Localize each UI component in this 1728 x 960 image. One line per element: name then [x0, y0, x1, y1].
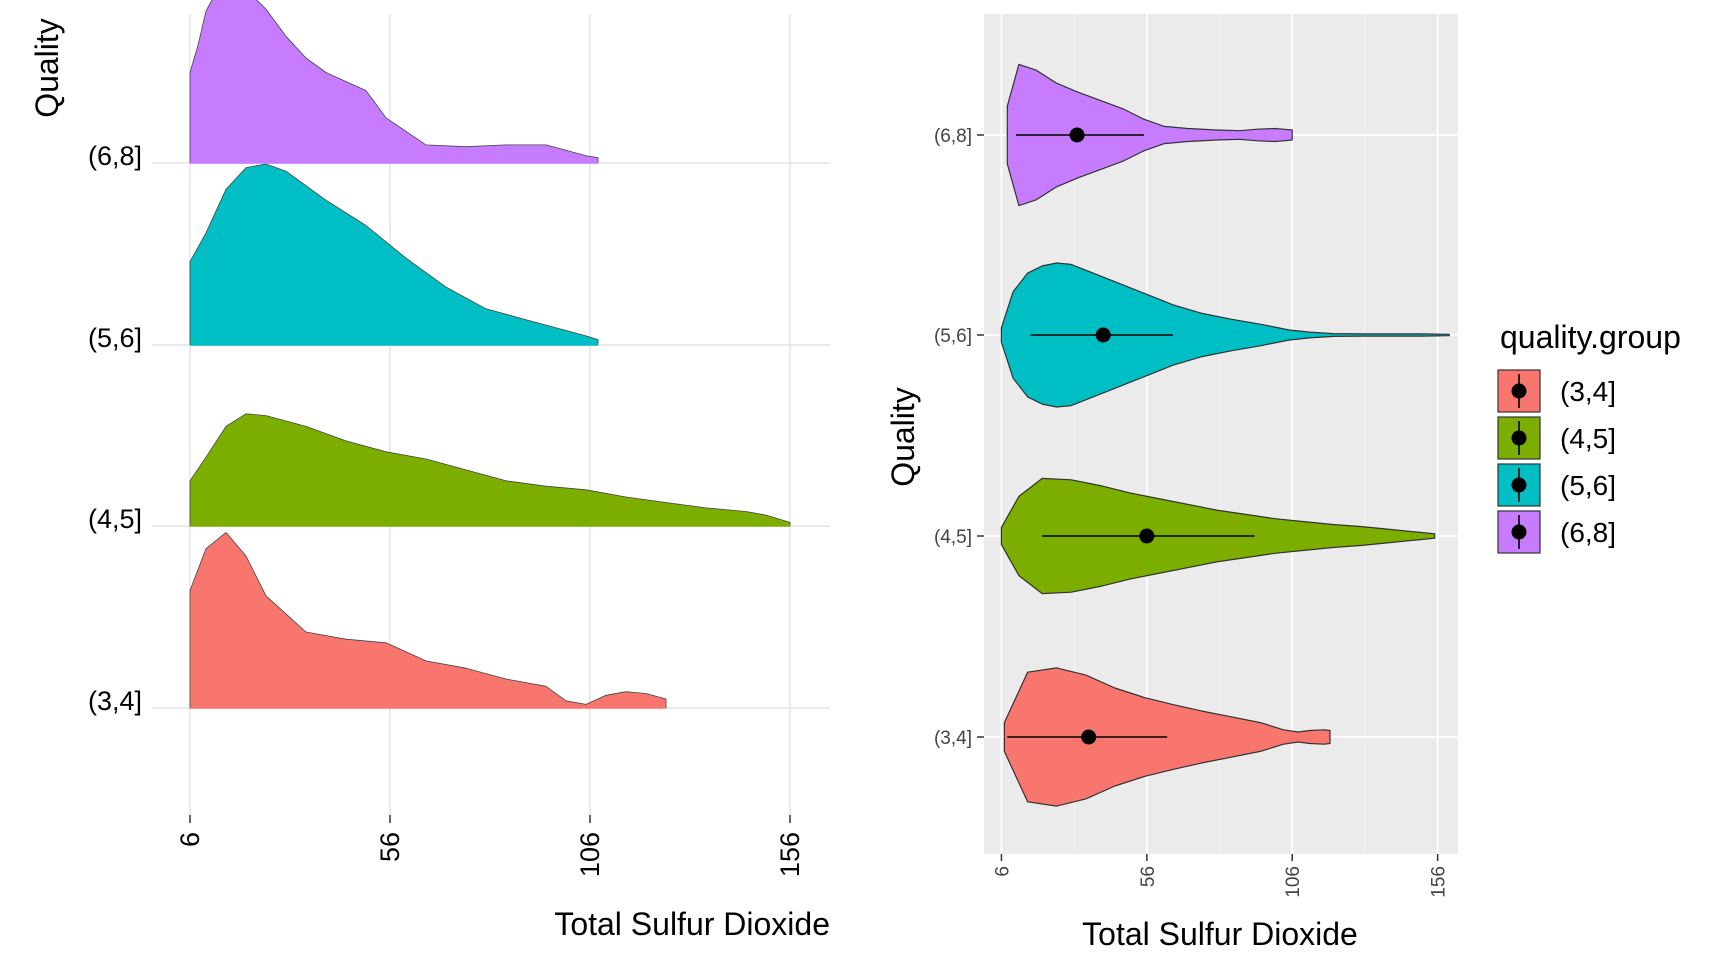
ridgeline-ridges [189, 0, 791, 709]
legend-label: (4,5] [1560, 423, 1616, 454]
ridgeline-y-ticks: (3,4] (4,5] (5,6] (6,8] [88, 141, 142, 716]
violin-y-tick-label: (5,6] [934, 326, 972, 347]
ridgeline-x-ticks: 6 56 106 156 [175, 815, 805, 877]
ridgeline-y-tick-label: (3,4] [88, 686, 142, 716]
ridgeline-y-axis-title: Quality [29, 18, 65, 118]
violin-x-tick-label: 56 [1138, 866, 1159, 887]
ridge-(5,6] [189, 163, 599, 346]
ridge-(3,4] [189, 532, 667, 709]
legend-item-(6,8]: (6,8] [1497, 510, 1616, 554]
ridge-(4,5] [189, 413, 791, 527]
violin-mean-point [1095, 327, 1111, 343]
violin-y-tick-label: (6,8] [934, 126, 972, 147]
ridgeline-x-tick-label: 156 [775, 832, 805, 877]
ridgeline-y-tick-label: (6,8] [88, 141, 142, 171]
legend-item-(5,6]: (5,6] [1497, 463, 1616, 507]
violin-(6,8] [1006, 63, 1293, 207]
legend-key-point [1511, 430, 1527, 446]
legend-item-(3,4]: (3,4] [1497, 369, 1616, 413]
violin-x-tick-label: 156 [1429, 866, 1450, 898]
violin-x-axis-title: Total Sulfur Dioxide [1082, 916, 1358, 952]
legend-label: (5,6] [1560, 470, 1616, 501]
legend-items: (3,4] (4,5] (5,6] (6,8] [1497, 369, 1616, 554]
ridgeline-x-axis-title: Total Sulfur Dioxide [554, 906, 830, 942]
legend-label: (3,4] [1560, 376, 1616, 407]
violin-chart: (3,4] (4,5] (5,6] (6,8] 6 56 106 156 Quality T… [885, 14, 1458, 952]
violin-y-axis-title: Quality [885, 387, 921, 487]
ridgeline-x-tick-label: 56 [375, 832, 405, 862]
ridgeline-x-tick-label: 106 [575, 832, 605, 877]
legend: quality.group (3,4] (4,5] (5,6] (6,8] [1497, 319, 1681, 554]
legend-key-point [1511, 524, 1527, 540]
violin-mean-point [1081, 729, 1097, 745]
legend-key-point [1511, 477, 1527, 493]
ridgeline-x-tick-label: 6 [175, 832, 205, 847]
violin-x-tick-label: 6 [992, 866, 1013, 877]
ridgeline-y-tick-label: (5,6] [88, 323, 142, 353]
violin-y-tick-label: (4,5] [934, 527, 972, 548]
legend-label: (6,8] [1560, 517, 1616, 548]
legend-title: quality.group [1500, 319, 1681, 355]
legend-item-(4,5]: (4,5] [1497, 416, 1616, 460]
violin-y-tick-label: (3,4] [934, 728, 972, 749]
violin-x-tick-label: 106 [1283, 866, 1304, 898]
legend-key-point [1511, 383, 1527, 399]
violin-(5,6] [1000, 262, 1450, 408]
violin-mean-point [1069, 127, 1085, 143]
ridgeline-chart: (3,4] (4,5] (5,6] (6,8] 6 56 106 156 Quality T… [29, 0, 830, 942]
ridge-(6,8] [189, 0, 599, 164]
violin-y-ticks: (3,4] (4,5] (5,6] (6,8] [934, 126, 984, 749]
violin-x-ticks: 6 56 106 156 [992, 854, 1450, 898]
ridgeline-y-tick-label: (4,5] [88, 504, 142, 534]
violin-shapes [1000, 63, 1450, 807]
violin-mean-point [1139, 528, 1155, 544]
